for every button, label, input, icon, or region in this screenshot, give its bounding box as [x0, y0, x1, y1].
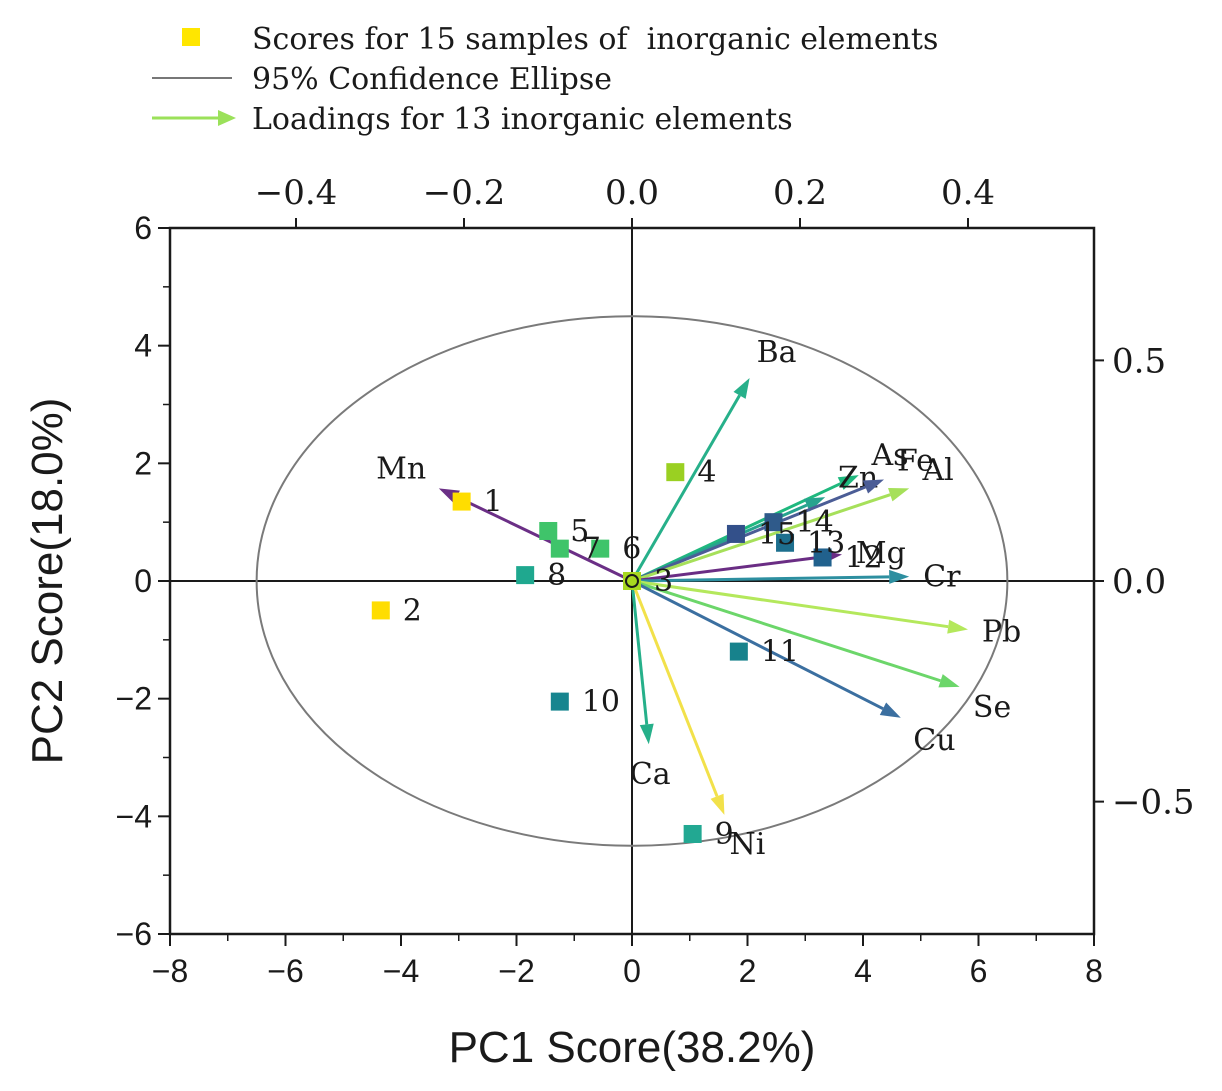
score-point-13 [776, 533, 795, 552]
score-point-7 [550, 539, 569, 558]
score-label-10: 10 [582, 685, 620, 720]
top-tick-label: 0.0 [605, 173, 659, 213]
score-point-8 [516, 566, 535, 585]
loading-arrowhead-ba [733, 378, 750, 399]
y-tick-label: 0 [134, 563, 152, 599]
loading-label-fe: Fe [897, 443, 934, 478]
top-tick-label: −0.4 [255, 173, 338, 213]
x-tick-label: 0 [623, 953, 641, 989]
score-label-13: 13 [807, 526, 845, 561]
y-tick-label: 4 [134, 328, 152, 364]
score-label-1: 1 [484, 485, 503, 520]
y-tick-label: −2 [116, 681, 152, 717]
loading-arrow-mg [631, 555, 823, 583]
score-label-5: 5 [570, 514, 589, 549]
y-tick-label: −4 [116, 798, 152, 834]
top-tick-label: 0.2 [773, 173, 827, 213]
loading-arrowhead-fe [862, 479, 884, 494]
loading-arrow-pb [631, 579, 949, 629]
loading-arrow-ca [630, 580, 649, 725]
right-tick-label: 0.5 [1112, 341, 1166, 381]
y-tick-label: 6 [134, 210, 152, 246]
score-point-12 [813, 548, 832, 567]
score-point-4 [666, 463, 685, 482]
origin-marker [625, 574, 639, 588]
score-point-9 [683, 824, 702, 843]
top-tick-label: 0.4 [941, 173, 995, 213]
loading-label-ca: Ca [630, 757, 671, 792]
y-axis-title: PC2 Score(18.0%) [23, 398, 72, 765]
score-point-6 [591, 539, 610, 558]
x-tick-label: −6 [267, 953, 303, 989]
loading-arrowhead-pb [947, 619, 968, 634]
score-point-1 [452, 492, 471, 511]
top-tick-label: −0.2 [423, 173, 506, 213]
legend: Scores for 15 samples of inorganic eleme… [152, 22, 938, 137]
loading-arrow-fe [631, 485, 867, 583]
loading-label-as: As [870, 438, 908, 473]
x-tick-label: 2 [739, 953, 757, 989]
score-label-15: 15 [758, 517, 796, 552]
legend-scores-label: Scores for 15 samples of inorganic eleme… [252, 22, 938, 57]
loading-arrowhead-ni [710, 793, 725, 815]
loading-label-ni: Ni [730, 827, 766, 862]
loading-label-ba: Ba [757, 335, 797, 370]
score-point-15 [726, 524, 745, 543]
legend-scores-marker [182, 28, 200, 46]
score-label-6: 6 [622, 532, 641, 567]
loading-arrowhead-cu [879, 702, 901, 718]
legend-ellipse-label: 95% Confidence Ellipse [252, 62, 612, 97]
y-tick-label: −6 [116, 916, 152, 952]
x-axis-title: PC1 Score(38.2%) [449, 1023, 816, 1072]
score-label-3: 3 [654, 564, 673, 599]
x-tick-label: 8 [1085, 953, 1103, 989]
loading-label-mn: Mn [376, 451, 426, 486]
loading-label-mg: Mg [856, 536, 906, 571]
loading-label-cu: Cu [913, 723, 955, 758]
loading-label-cr: Cr [923, 559, 961, 594]
x-tick-label: −4 [383, 953, 419, 989]
loading-arrow-se [631, 579, 942, 683]
loading-arrow-cr [631, 575, 890, 583]
confidence-ellipse [255, 315, 1009, 847]
score-label-2: 2 [403, 593, 422, 628]
score-point-11 [729, 642, 748, 661]
loading-arrow-al [631, 493, 891, 583]
score-label-9: 9 [715, 817, 734, 852]
loading-arrowhead-zn [804, 497, 826, 512]
score-label-14: 14 [795, 505, 833, 540]
right-tick-label: 0.0 [1112, 562, 1166, 602]
y-tick-label: 2 [134, 445, 152, 481]
score-point-5 [539, 521, 558, 540]
legend-loadings-arrowhead [218, 110, 236, 126]
x-tick-label: 4 [854, 953, 872, 989]
x-tick-label: −8 [152, 953, 188, 989]
score-point-14 [764, 513, 783, 532]
loading-arrowhead-ca [639, 723, 654, 745]
score-point-10 [550, 692, 569, 711]
x-tick-label: −2 [498, 953, 534, 989]
x-tick-label: 6 [970, 953, 988, 989]
right-tick-label: −0.5 [1112, 783, 1195, 823]
score-label-12: 12 [845, 540, 883, 575]
loading-arrowhead-se [938, 674, 960, 688]
loading-arrowhead-cr [889, 569, 910, 584]
score-point-2 [371, 601, 390, 620]
legend-loadings-label: Loadings for 13 inorganic elements [252, 102, 793, 137]
loading-arrow-cu [631, 579, 884, 711]
score-label-11: 11 [761, 635, 799, 670]
loading-arrowhead-as [837, 475, 859, 490]
loading-label-al: Al [921, 453, 953, 488]
loading-label-pb: Pb [982, 615, 1021, 650]
score-label-8: 8 [547, 558, 566, 593]
score-label-4: 4 [697, 455, 716, 490]
loading-arrow-ni [630, 580, 719, 797]
loading-label-se: Se [973, 690, 1011, 725]
loading-arrow-ba [630, 394, 741, 582]
score-label-7: 7 [582, 532, 601, 567]
loading-arrowhead-al [888, 488, 910, 502]
